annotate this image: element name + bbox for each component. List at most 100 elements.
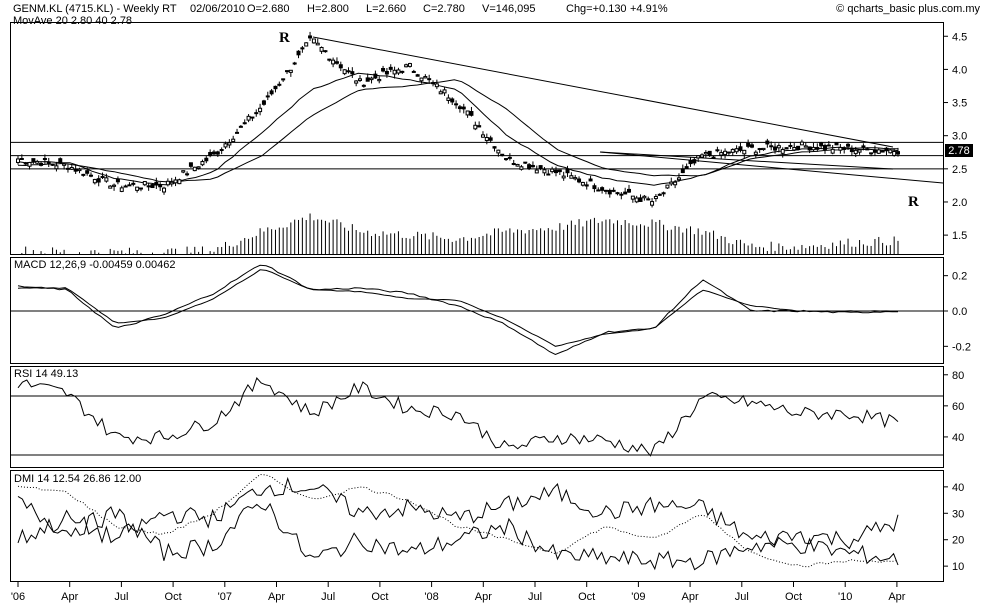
volume-bars <box>21 213 899 254</box>
candle-body <box>876 149 881 154</box>
candle-body <box>254 112 259 115</box>
candle-body <box>135 186 140 191</box>
price-tag-box <box>945 144 973 157</box>
x-tick-label: Apr <box>475 591 492 603</box>
price-tick-label: 4.5 <box>952 31 967 43</box>
candle-body <box>530 164 535 168</box>
candle-body <box>104 177 109 182</box>
candle-body <box>465 110 470 116</box>
panel-frames <box>10 22 944 582</box>
candle-body <box>196 166 201 169</box>
price-tick-label: 1.5 <box>952 230 967 242</box>
candle-body <box>673 181 678 186</box>
dmi-plus-line <box>17 495 899 571</box>
candle-body <box>892 151 897 156</box>
header-copyright: © qcharts_basic plus.com.my <box>836 3 980 15</box>
candle-body <box>726 151 731 154</box>
candle-body <box>473 124 478 130</box>
candle-body <box>784 147 789 150</box>
price-axis: 4.5 4.0 3.5 3.0 2.5 2.0 1.5 <box>943 31 967 242</box>
candle-body <box>77 168 82 172</box>
candle-body <box>246 115 251 121</box>
trend-marker-left: R <box>279 30 290 46</box>
candle-body <box>258 107 263 113</box>
candle-body <box>700 154 705 158</box>
candle-body <box>346 70 351 73</box>
x-tick-label: Jul <box>735 591 749 603</box>
candle-body <box>65 167 70 170</box>
candle-body <box>304 42 309 47</box>
candle-body <box>89 174 94 177</box>
candle-body <box>119 187 124 192</box>
candle-body <box>315 42 320 46</box>
price-tick-label: 3.0 <box>952 131 967 143</box>
candle-body <box>188 162 193 167</box>
macd-tick-label: 0.0 <box>952 306 967 318</box>
candle-body <box>242 122 247 125</box>
candle-body <box>142 181 147 186</box>
candle-body <box>519 166 524 170</box>
candle-body <box>281 78 286 81</box>
header-date: 02/06/2010 <box>190 3 245 15</box>
candle-body <box>115 178 120 183</box>
candle-body <box>523 161 528 164</box>
candle-body <box>807 146 812 151</box>
candle-body <box>250 116 255 119</box>
candle-body <box>646 198 651 201</box>
candle-body <box>665 184 670 189</box>
candle-body <box>438 91 443 95</box>
candle-body <box>822 145 827 150</box>
candle-body <box>477 125 482 128</box>
candle-body <box>219 149 224 152</box>
header-volume: V=146,095 <box>482 3 536 15</box>
candle-body <box>634 197 639 203</box>
candle-body <box>715 149 720 152</box>
candle-body <box>650 201 655 206</box>
macd-line <box>17 264 899 356</box>
candle-body <box>603 189 608 192</box>
candle-body <box>181 170 186 173</box>
candle-body <box>392 69 397 75</box>
candle-body <box>446 97 451 101</box>
macd-signal-line <box>17 269 898 347</box>
candle-body <box>565 168 570 174</box>
rsi-tick-label: 40 <box>952 432 964 444</box>
candle-body <box>411 70 416 73</box>
candle-body <box>19 157 24 160</box>
candle-body <box>723 150 728 156</box>
macd-tick-label: 0.2 <box>952 271 967 283</box>
macd-tick-label: -0.2 <box>952 341 971 353</box>
x-tick-label: '08 <box>424 591 438 603</box>
candle-body <box>769 145 774 148</box>
candle-body <box>749 144 754 148</box>
candle-body <box>150 184 155 189</box>
price-tick-label: 2.0 <box>952 197 967 209</box>
candle-body <box>42 158 47 161</box>
candle-body <box>381 68 386 72</box>
rsi-label: RSI 14 49.13 <box>14 368 78 380</box>
header-open: O=2.680 <box>247 3 290 15</box>
dmi-label: DMI 14 12.54 26.86 12.00 <box>14 473 141 485</box>
candle-body <box>231 138 236 143</box>
candle-body <box>211 151 216 155</box>
candle-body <box>488 137 493 141</box>
x-tick-label: Oct <box>785 591 802 603</box>
candle-body <box>427 78 432 81</box>
candle-body <box>127 184 132 187</box>
candle-body <box>388 66 393 70</box>
header-change-pct: +4.91% <box>630 3 668 15</box>
candle-body <box>577 178 582 183</box>
candle-body <box>730 148 735 153</box>
candle-body <box>742 149 747 155</box>
candle-body <box>615 192 620 195</box>
x-tick-label: Apr <box>888 591 905 603</box>
candle-body <box>208 151 213 157</box>
candle-body <box>308 35 313 39</box>
candle-body <box>100 176 105 179</box>
candle-body <box>561 175 566 179</box>
candle-body <box>373 73 378 79</box>
header-high: H=2.800 <box>307 3 349 15</box>
candle-body <box>377 78 382 82</box>
candle-body <box>73 169 78 172</box>
candle-body <box>803 145 808 148</box>
